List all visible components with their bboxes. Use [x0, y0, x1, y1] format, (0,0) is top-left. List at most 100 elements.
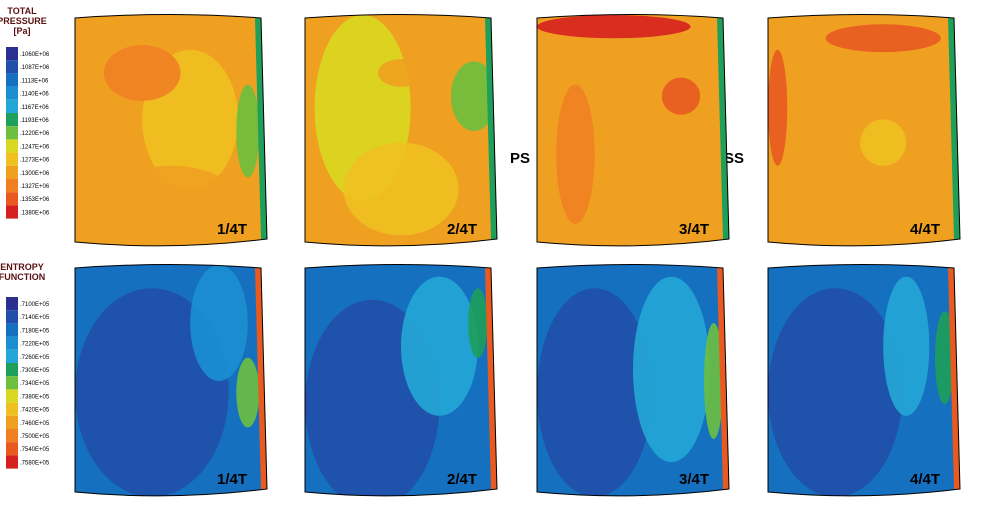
- panel-outline: [304, 14, 498, 247]
- legend-swatch: [6, 376, 18, 390]
- contour-panel: [75, 14, 267, 246]
- legend-label: .7420E+05: [20, 408, 50, 414]
- legend-label: .1220E+06: [20, 131, 50, 137]
- contour-panel: [75, 264, 267, 496]
- legend-label: .7220E+05: [20, 342, 50, 348]
- contour-region: [883, 276, 930, 416]
- legend-label: .1140E+06: [20, 92, 49, 98]
- legend-title: TOTAL: [7, 6, 37, 16]
- contour-region: [935, 311, 955, 405]
- legend-label: .1380E+06: [20, 210, 50, 216]
- side-label: PS: [510, 150, 530, 167]
- legend-swatch: [6, 205, 18, 219]
- legend-label: .7260E+05: [20, 355, 50, 361]
- legend-swatch: [6, 99, 18, 113]
- legend-swatch: [6, 192, 18, 206]
- legend-label: .1167E+06: [20, 105, 49, 111]
- contour-panel: [768, 264, 960, 496]
- panel-outline: [74, 14, 268, 247]
- panel-label: 1/4T: [217, 471, 247, 488]
- legend-swatch: [6, 442, 18, 456]
- side-label: SS: [724, 150, 744, 167]
- legend-label: .1273E+06: [20, 158, 50, 164]
- legend-label: .7100E+05: [20, 302, 50, 308]
- contour-panel: [305, 264, 497, 496]
- contour-region: [825, 24, 941, 53]
- legend-label: .7500E+05: [20, 434, 50, 440]
- panel-label: 3/4T: [679, 221, 709, 238]
- legend-label: .1353E+06: [20, 197, 50, 203]
- legend-swatch: [6, 310, 18, 324]
- contour-region: [468, 288, 488, 358]
- legend-swatch: [6, 402, 18, 416]
- contour-region: [401, 276, 478, 416]
- panel-outline: [536, 264, 730, 497]
- contour-panel: [537, 264, 729, 496]
- panel-label: 2/4T: [447, 221, 477, 238]
- contour-region: [103, 45, 181, 101]
- contour-region: [450, 61, 497, 132]
- contour-region: [704, 323, 724, 439]
- contour-region: [556, 84, 595, 224]
- legend-swatch: [6, 139, 18, 153]
- panel-label: 1/4T: [217, 221, 247, 238]
- legend-label: .1327E+06: [20, 184, 50, 190]
- contour-panel: [537, 14, 729, 246]
- legend-label: .1060E+06: [20, 52, 50, 58]
- legend-swatch: [6, 336, 18, 350]
- legend-label: .7540E+05: [20, 447, 50, 453]
- legend-swatch: [6, 60, 18, 74]
- contour-region: [377, 59, 425, 87]
- panel-outline: [304, 264, 498, 497]
- panel-outline: [536, 14, 730, 247]
- legend-swatch: [6, 73, 18, 87]
- legend-swatch: [6, 113, 18, 127]
- contour-region: [633, 276, 710, 463]
- legend-label: .1193E+06: [20, 118, 49, 124]
- legend-swatch: [6, 126, 18, 140]
- legend-label: .7460E+05: [20, 421, 50, 427]
- legend-title: [Pa]: [13, 26, 30, 36]
- legend-label: .7580E+05: [20, 460, 50, 466]
- panel-label: 2/4T: [447, 471, 477, 488]
- contour-region: [575, 49, 691, 213]
- contour-region: [75, 288, 229, 496]
- legend-swatch: [6, 455, 18, 469]
- contour-region: [103, 165, 239, 236]
- legend-swatch: [6, 47, 18, 61]
- legend-swatch: [6, 297, 18, 311]
- legend-swatch: [6, 165, 18, 179]
- legend-title: FUNCTION: [0, 272, 45, 282]
- contour-region: [537, 288, 653, 496]
- legend-label: .7380E+05: [20, 394, 50, 400]
- legend-swatch: [6, 323, 18, 337]
- panel-label: 4/4T: [910, 471, 940, 488]
- legend-swatch: [6, 429, 18, 443]
- legend-swatch: [6, 179, 18, 193]
- legend-swatch: [6, 86, 18, 100]
- legend-label: .1113E+06: [20, 78, 49, 84]
- contour-region: [236, 84, 260, 178]
- legend-label: .7140E+05: [20, 315, 50, 321]
- legend-swatch: [6, 363, 18, 377]
- contour-region: [190, 265, 248, 381]
- contour-region: [661, 77, 701, 115]
- contour-region: [768, 49, 788, 166]
- legend-label: .7340E+05: [20, 381, 50, 387]
- panel-outline: [767, 14, 961, 247]
- legend-label: .7300E+05: [20, 368, 50, 374]
- legend-label: .7180E+05: [20, 328, 50, 334]
- contour-region: [768, 288, 903, 496]
- panel-label: 3/4T: [679, 471, 709, 488]
- legend-title: ENTROPY: [0, 262, 44, 272]
- contour-panel: [768, 14, 960, 246]
- legend-label: .1247E+06: [20, 144, 50, 150]
- legend-title: PRESSURE: [0, 16, 47, 26]
- contour-region: [537, 15, 691, 39]
- panel-label: 4/4T: [910, 221, 940, 238]
- legend-swatch: [6, 152, 18, 166]
- legend-label: .1087E+06: [20, 65, 50, 71]
- contour-region: [236, 357, 260, 428]
- legend-label: .1300E+06: [20, 171, 50, 177]
